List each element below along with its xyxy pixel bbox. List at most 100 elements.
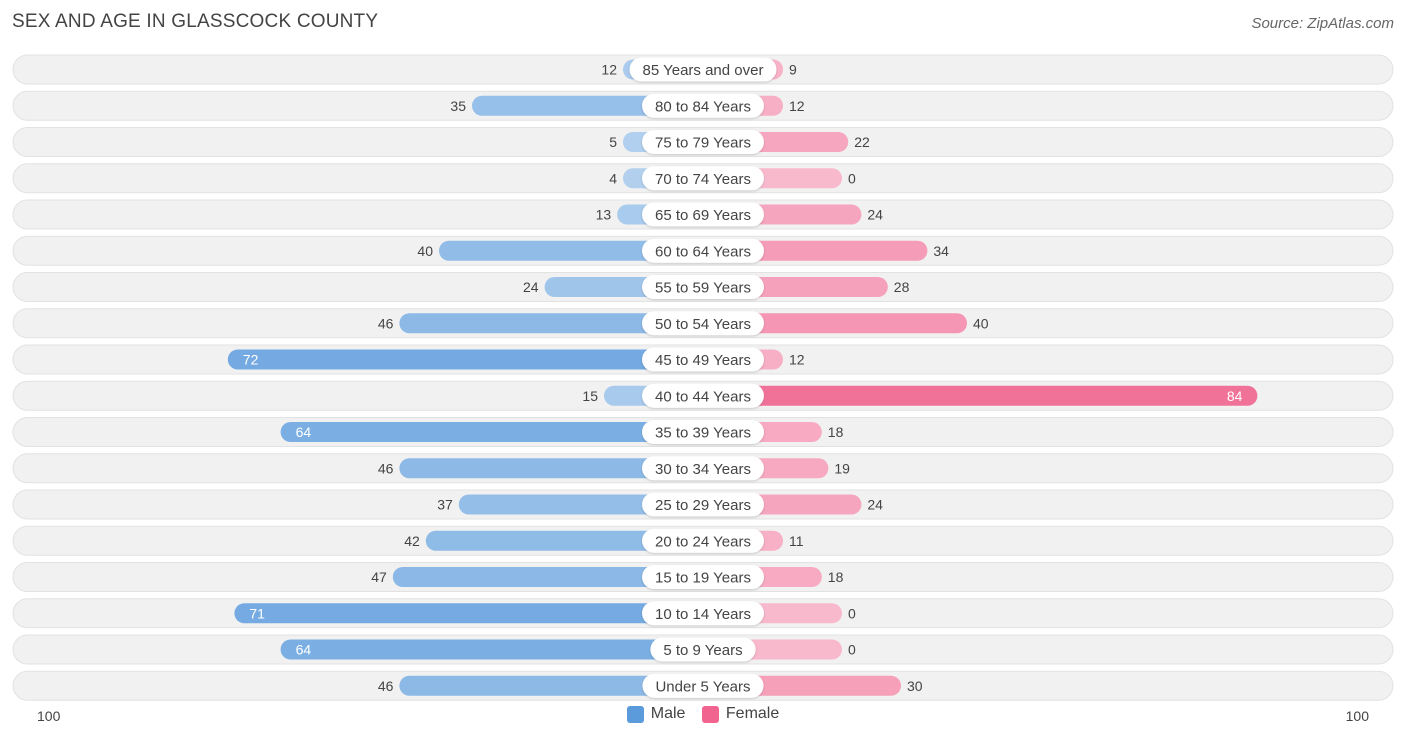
age-group-label: 40 to 44 Years [655,388,751,405]
female-bar[interactable] [703,313,967,334]
male-value: 40 [417,243,433,259]
chart-row: 47 18 15 to 19 Years [12,562,1394,592]
male-bar[interactable] [234,603,703,624]
legend: Male Female [0,705,1406,728]
age-group-pill [642,601,764,626]
age-group-pill [642,528,764,553]
source-credit: Source: ZipAtlas.com [1251,15,1394,32]
male-bar[interactable] [280,639,703,660]
male-value: 12 [601,62,617,78]
legend-male-swatch [626,705,644,723]
legend-male[interactable]: Male [626,705,686,723]
male-bar[interactable] [458,494,703,515]
male-bar[interactable] [399,458,703,479]
legend-female-label: Female [725,705,780,722]
male-value: 72 [243,352,259,368]
female-value: 24 [867,497,883,513]
age-group-label: 10 to 14 Years [655,606,751,623]
chart-row: 15 84 40 to 44 Years [12,380,1394,411]
age-group-pill [642,202,764,227]
male-bar[interactable] [425,530,703,551]
chart-row: 64 18 35 to 39 Years [12,417,1394,447]
male-bar[interactable] [227,349,704,370]
male-value: 5 [609,134,617,150]
female-value: 12 [789,98,805,114]
male-bar[interactable] [399,313,703,334]
male-value: 24 [523,279,539,295]
male-value: 64 [296,424,312,440]
chart-row: 40 34 60 to 64 Years [12,235,1394,266]
age-group-label: 5 to 9 Years [663,642,742,659]
legend-female[interactable]: Female [701,705,780,723]
male-value: 71 [249,605,265,621]
female-value: 0 [848,170,856,186]
legend-male-label: Male [650,705,686,722]
female-value: 34 [933,243,949,259]
chart-row: 46 19 30 to 34 Years [12,453,1394,484]
chart-row: 35 12 80 to 84 Years [12,90,1394,121]
female-value: 40 [973,315,989,331]
female-value: 12 [789,352,805,368]
chart-row: 12 9 85 Years and over [12,54,1394,85]
axis-label-left: 100 [37,708,61,724]
chart-row: 46 30 Under 5 Years [12,670,1394,701]
female-bar[interactable] [703,385,1258,406]
male-value: 4 [609,170,617,186]
age-group-pill [642,275,764,299]
age-group-pill [642,383,764,408]
male-value: 47 [371,569,387,585]
chart-row: 13 24 65 to 69 Years [12,199,1394,230]
male-value: 64 [296,642,312,658]
age-group-pill [642,347,764,372]
male-bar[interactable] [399,675,703,696]
male-value: 46 [378,678,394,694]
chart-title: SEX AND AGE IN GLASSCOCK COUNTY [12,11,379,32]
chart-row: 24 28 55 to 59 Years [12,272,1394,302]
male-bar[interactable] [392,567,703,587]
chart-row: 72 12 45 to 49 Years [12,344,1394,375]
age-group-label: 30 to 34 Years [655,461,751,478]
age-group-label: Under 5 Years [655,678,750,695]
female-value: 30 [907,678,923,694]
age-group-pill [642,492,764,517]
male-bar[interactable] [280,422,703,442]
age-group-pill [642,456,764,481]
female-value: 9 [789,62,797,78]
chart-row: 64 0 5 to 9 Years [12,634,1394,665]
age-group-pill [642,130,764,154]
male-value: 37 [437,497,453,513]
age-group-pill [629,57,777,82]
male-bar[interactable] [439,240,703,261]
female-value: 0 [848,605,856,621]
female-value: 18 [828,424,844,440]
age-group-label: 80 to 84 Years [655,98,751,115]
female-value: 0 [848,642,856,658]
chart-row: 37 24 25 to 29 Years [12,489,1394,520]
chart-row: 71 0 10 to 14 Years [12,598,1394,629]
age-group-pill [642,238,764,263]
age-group-pill [642,565,764,589]
age-group-pill [642,93,764,118]
chart-row: 5 22 75 to 79 Years [12,127,1394,157]
male-value: 42 [404,533,420,549]
female-value: 11 [789,533,804,549]
male-value: 15 [582,388,598,404]
male-value: 13 [596,207,612,223]
female-value: 19 [834,460,850,476]
chart-row: 4 0 70 to 74 Years [12,163,1394,194]
age-group-pill [642,420,764,444]
age-group-label: 65 to 69 Years [655,207,751,224]
age-group-label: 50 to 54 Years [655,316,751,333]
age-group-label: 55 to 59 Years [655,280,751,297]
age-group-label: 45 to 49 Years [655,352,751,369]
age-group-label: 70 to 74 Years [655,171,751,188]
female-value: 22 [854,134,870,150]
legend-female-swatch [701,705,719,723]
age-group-label: 60 to 64 Years [655,243,751,260]
age-group-label: 75 to 79 Years [655,135,751,152]
axis-label-right: 100 [1346,708,1370,724]
female-value: 28 [894,279,910,295]
age-group-pill [642,166,764,191]
male-value: 46 [378,315,394,331]
